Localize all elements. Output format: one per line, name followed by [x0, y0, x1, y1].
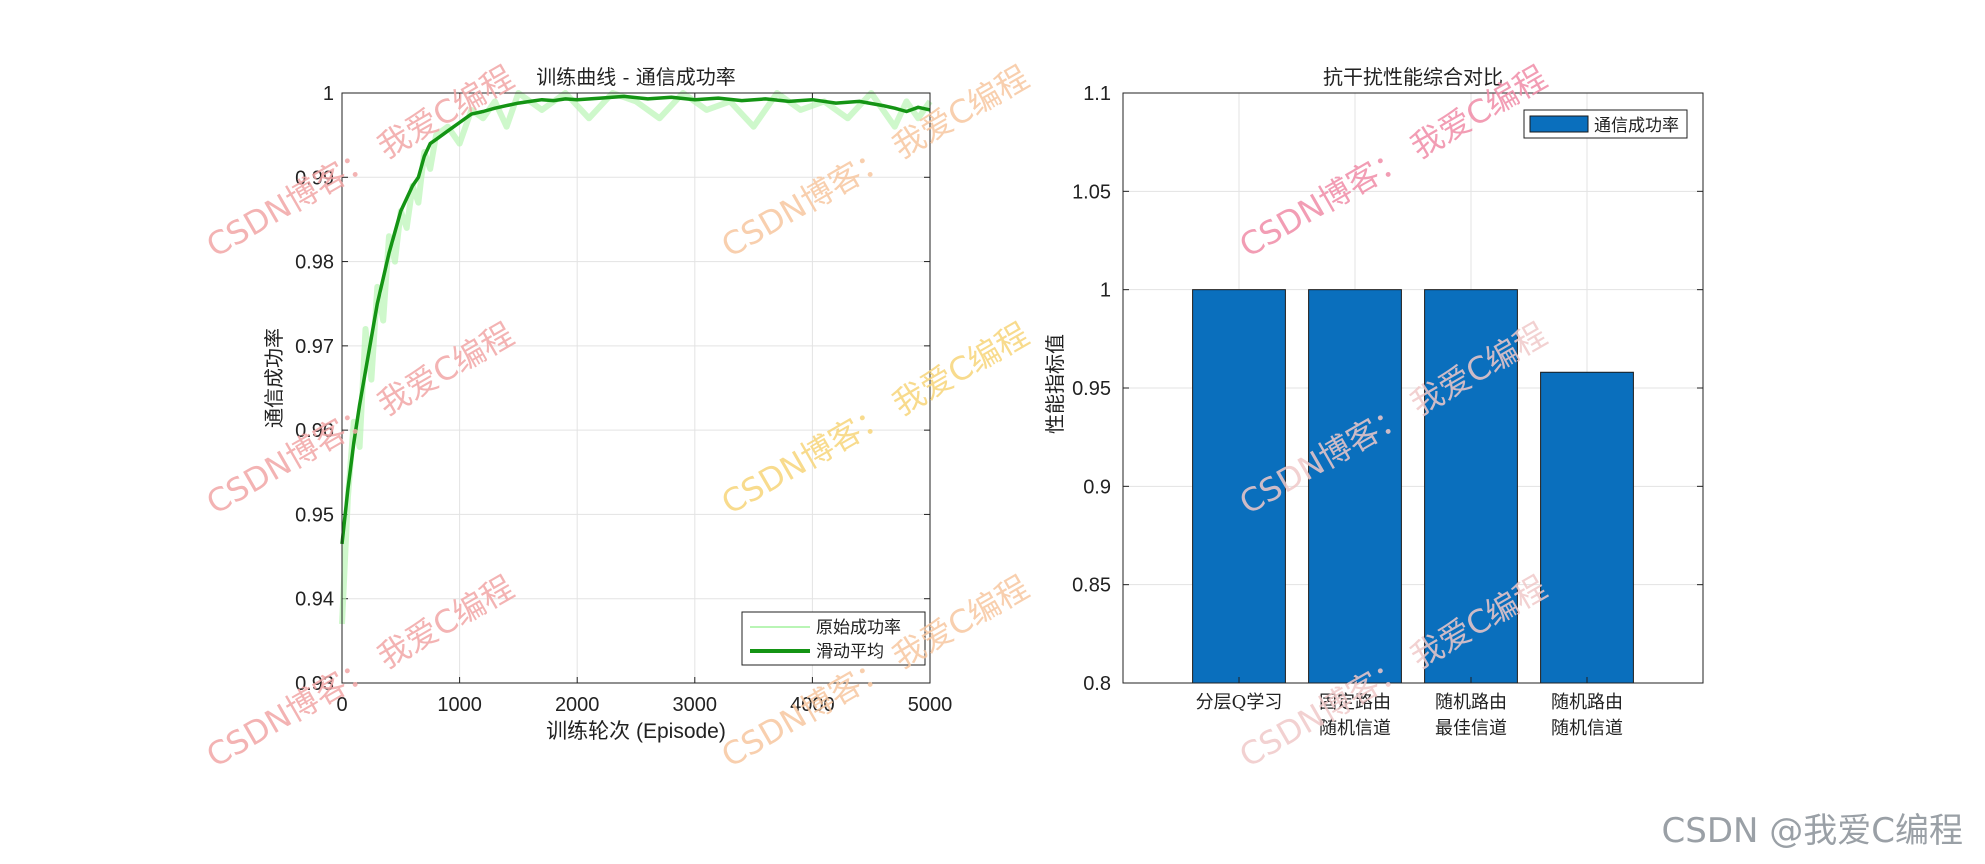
legend-label-moving-average: 滑动平均	[816, 642, 884, 662]
y-tick-label: 0.96	[295, 420, 334, 442]
bar-legend: 通信成功率	[1523, 109, 1688, 139]
y-tick-label: 0.8	[1083, 673, 1111, 695]
x-tick-label: 分层Q学习	[1196, 692, 1283, 713]
x-tick-label: 0	[336, 694, 347, 716]
bar	[1424, 289, 1518, 684]
line-chart-ylabel: 通信成功率	[262, 328, 286, 428]
x-tick-label: 2000	[555, 694, 600, 716]
bar	[1308, 289, 1402, 684]
y-tick-label: 0.94	[295, 589, 334, 611]
x-tick-label: 随机信道	[1319, 718, 1391, 739]
footer-watermark: CSDN @我爱C编程	[1661, 811, 1963, 851]
y-tick-label: 0.99	[295, 167, 334, 189]
y-tick-label: 0.98	[295, 252, 334, 274]
legend-swatch-success	[1529, 115, 1589, 133]
y-tick-label: 0.85	[1072, 575, 1111, 597]
series-moving-average-line	[340, 94, 931, 545]
y-tick-label: 1	[323, 83, 334, 105]
line-chart-title: 训练曲线 - 通信成功率	[536, 65, 735, 89]
x-tick-label: 固定路由	[1319, 692, 1391, 713]
line-plot-area	[342, 93, 930, 683]
y-tick-label: 1.05	[1072, 181, 1111, 203]
line-chart: 0 1000 2000 3000 4000 5000 0.93 0.94 0.95 0.96 0.9…	[262, 65, 952, 743]
legend-label-success: 通信成功率	[1594, 116, 1679, 136]
x-tick-label: 随机路由	[1435, 692, 1507, 713]
y-tick-label: 1.1	[1083, 83, 1111, 105]
x-tick-label: 随机路由	[1551, 692, 1623, 713]
bar	[1192, 289, 1286, 684]
y-tick-label: 1	[1100, 280, 1111, 302]
bar-chart-ylabel: 性能指标值	[1043, 334, 1067, 434]
y-tick-label: 0.97	[295, 336, 334, 358]
x-tick-label: 5000	[908, 694, 953, 716]
bar-chart-title: 抗干扰性能综合对比	[1323, 65, 1503, 89]
bar	[1540, 371, 1634, 684]
series-raw-success-line	[339, 90, 933, 625]
y-tick-label: 0.95	[1072, 378, 1111, 400]
y-tick-label: 0.93	[295, 673, 334, 695]
legend-label-raw: 原始成功率	[816, 618, 901, 638]
x-tick-label: 3000	[673, 694, 718, 716]
line-chart-xlabel: 训练轮次 (Episode)	[546, 720, 726, 743]
x-tick-label: 1000	[437, 694, 482, 716]
y-tick-label: 0.9	[1083, 476, 1111, 498]
bar-plot-border	[1122, 92, 1704, 684]
x-tick-label: 随机信道	[1551, 718, 1623, 739]
x-tick-label: 最佳信道	[1435, 718, 1507, 739]
y-tick-label: 0.95	[295, 504, 334, 526]
legend-box	[741, 611, 926, 666]
line-plot-border	[341, 92, 931, 684]
x-tick-label: 4000	[790, 694, 835, 716]
